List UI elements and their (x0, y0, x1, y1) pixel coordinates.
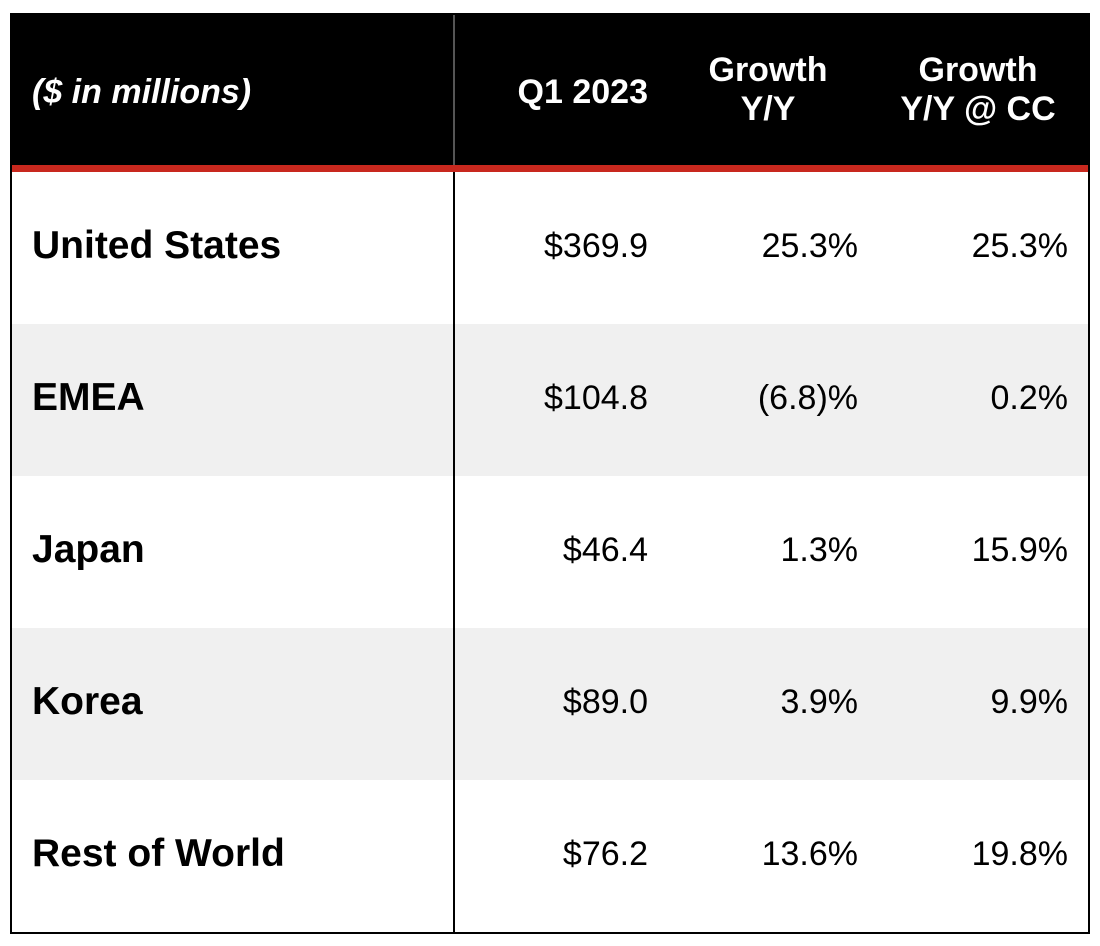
header-accent (12, 165, 1088, 172)
value-cell: 19.8% (971, 835, 1068, 873)
table-row: United States $369.9 25.3% 25.3% (12, 172, 1088, 324)
column-divider (453, 15, 455, 165)
row-label: EMEA (32, 376, 145, 419)
header-cell: Growth Y/Y (708, 51, 828, 129)
row-label: Japan (32, 528, 145, 571)
table-row: Rest of World $76.2 13.6% 19.8% (12, 780, 1088, 932)
value-cell: $369.9 (544, 227, 648, 265)
header-cell: Growth Y/Y @ CC (900, 51, 1056, 129)
row-label: Rest of World (32, 832, 285, 875)
value-cell: 15.9% (971, 531, 1068, 569)
header-cell: ($ in millions) (32, 73, 252, 111)
table-row: EMEA $104.8 (6.8)% 0.2% (12, 324, 1088, 476)
value-cell: $76.2 (562, 835, 648, 873)
value-cell: 0.2% (990, 379, 1069, 417)
table-row: Korea $89.0 3.9% 9.9% (12, 628, 1088, 780)
value-cell: 13.6% (761, 835, 858, 873)
table: ($ in millions) Q1 2023 Growth Y/Y Growt… (10, 13, 1090, 934)
value-cell: $46.4 (562, 531, 648, 569)
value-cell: 1.3% (780, 531, 859, 569)
value-cell: (6.8)% (757, 379, 858, 417)
value-cell: 3.9% (780, 683, 859, 721)
value-cell: 25.3% (971, 227, 1068, 265)
value-cell: 9.9% (990, 683, 1069, 721)
column-divider (453, 172, 455, 932)
row-label: Korea (32, 680, 143, 723)
table-row: Japan $46.4 1.3% 15.9% (12, 476, 1088, 628)
value-cell: $89.0 (562, 683, 648, 721)
value-cell: $104.8 (544, 379, 648, 417)
table-header: ($ in millions) Q1 2023 Growth Y/Y Growt… (12, 15, 1088, 165)
row-label: United States (32, 224, 282, 267)
value-cell: 25.3% (761, 227, 858, 265)
header-cell: Q1 2023 (517, 73, 648, 111)
